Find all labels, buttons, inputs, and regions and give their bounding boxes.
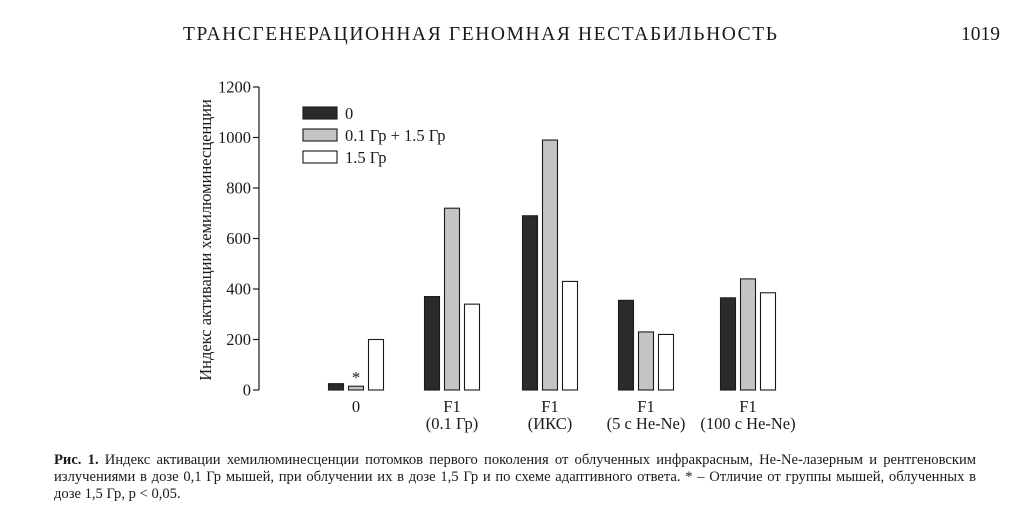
bar bbox=[617, 299, 635, 391]
y-axis: 0 200 400 600 800 1000 1200 bbox=[218, 78, 260, 400]
caption-text: Индекс активации хемилюминесценции потом… bbox=[54, 452, 976, 502]
bar bbox=[561, 280, 579, 391]
bar bbox=[443, 207, 461, 391]
bar bbox=[521, 215, 539, 391]
y-tick-label: 600 bbox=[226, 229, 251, 248]
bar bbox=[759, 292, 777, 391]
x-tick-label: F1 bbox=[541, 397, 558, 416]
running-header: ТРАНСГЕНЕРАЦИОННАЯ ГЕНОМНАЯ НЕСТАБИЛЬНОС… bbox=[0, 24, 1024, 54]
bar bbox=[327, 383, 345, 391]
bar bbox=[719, 297, 737, 391]
bar bbox=[541, 139, 559, 391]
bar bbox=[367, 338, 385, 391]
bar bbox=[347, 385, 365, 391]
legend-swatch bbox=[302, 128, 338, 142]
page-number: 1019 bbox=[961, 24, 1000, 45]
bars: * bbox=[327, 139, 777, 391]
x-tick-label: 0 bbox=[352, 397, 360, 416]
y-axis-title: Индекс активации хемилюминесценции bbox=[196, 99, 215, 381]
legend-swatch bbox=[302, 106, 338, 120]
legend-label: 0.1 Гр + 1.5 Гр bbox=[345, 126, 446, 145]
caption-label: Рис. 1. bbox=[54, 452, 99, 468]
bar bbox=[637, 331, 655, 391]
x-tick-label: (0.1 Гр) bbox=[426, 414, 479, 433]
x-tick-label: F1 bbox=[637, 397, 654, 416]
x-tick-label: F1 bbox=[443, 397, 460, 416]
legend-swatch bbox=[302, 150, 338, 164]
y-tick-label: 400 bbox=[226, 280, 251, 299]
legend: 0 0.1 Гр + 1.5 Гр 1.5 Гр bbox=[302, 104, 446, 167]
bar bbox=[657, 333, 675, 391]
x-tick-label: (ИКС) bbox=[528, 414, 573, 433]
significance-marker: * bbox=[352, 368, 361, 387]
x-tick-label: F1 bbox=[739, 397, 756, 416]
x-axis-labels: 0 F1(0.1 Гр)F1(ИКС)F1(5 с He-Ne)F1(100 с … bbox=[352, 397, 796, 433]
y-tick-label: 200 bbox=[226, 330, 251, 349]
bar bbox=[739, 278, 757, 391]
x-tick-label: (100 с He-Ne) bbox=[700, 414, 795, 433]
y-tick-label: 800 bbox=[226, 179, 251, 198]
y-tick-label: 0 bbox=[243, 381, 251, 400]
figure-caption: Рис. 1. Индекс активации хемилюминесценц… bbox=[54, 452, 976, 503]
bar bbox=[463, 303, 481, 391]
legend-label: 1.5 Гр bbox=[345, 148, 387, 167]
y-tick-label: 1000 bbox=[218, 128, 251, 147]
y-tick-label: 1200 bbox=[218, 78, 251, 97]
legend-label: 0 bbox=[345, 104, 353, 123]
x-tick-label: (5 с He-Ne) bbox=[607, 414, 686, 433]
running-title: ТРАНСГЕНЕРАЦИОННАЯ ГЕНОМНАЯ НЕСТАБИЛЬНОС… bbox=[183, 24, 779, 45]
bar bbox=[423, 296, 441, 391]
